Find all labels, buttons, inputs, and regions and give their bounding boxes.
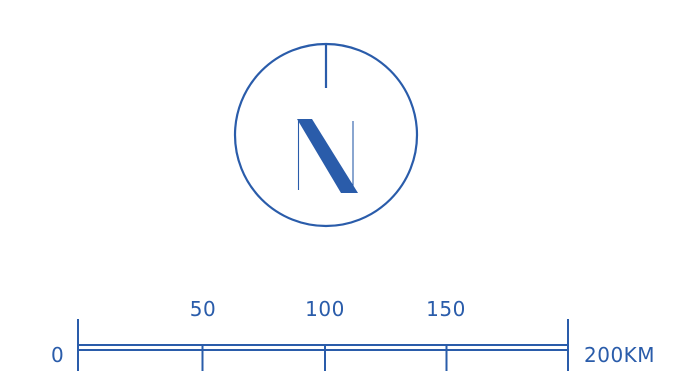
scale-label-150: 150 xyxy=(426,297,466,321)
scale-bar-icon: 0 50 100 150 200KM xyxy=(51,297,655,371)
north-letter-icon xyxy=(297,119,358,193)
scale-label-50: 50 xyxy=(190,297,216,321)
scale-label-100: 100 xyxy=(305,297,345,321)
scale-label-200km: 200KM xyxy=(584,343,655,367)
compass-circle xyxy=(233,42,419,228)
scale-label-0: 0 xyxy=(51,343,64,367)
north-arrow-compass-icon xyxy=(233,42,419,228)
